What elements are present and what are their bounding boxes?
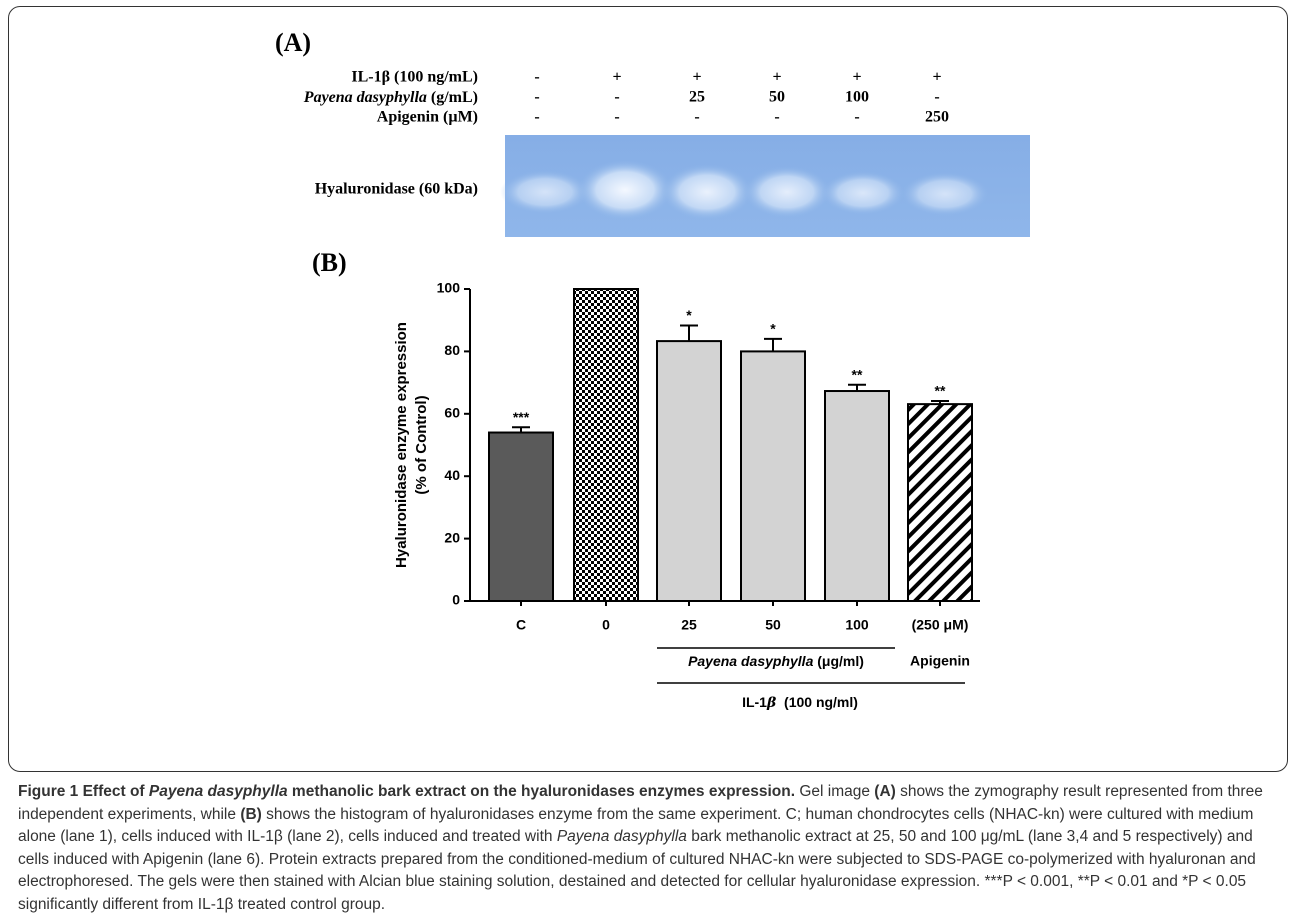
caption-text: Payena dasyphylla	[149, 783, 288, 800]
condition-cell: 25	[689, 89, 705, 106]
significance-label: *	[770, 321, 776, 337]
band-label: Hyaluronidase (60 kDa)	[315, 181, 478, 198]
condition-cell: -	[694, 109, 699, 126]
bar	[825, 391, 889, 601]
condition-cell: +	[612, 69, 621, 86]
group-label: Payena dasyphylla (μg/ml)	[688, 653, 864, 669]
bar	[489, 433, 553, 601]
y-tick-label: 40	[444, 467, 460, 483]
condition-cell: -	[534, 69, 539, 86]
x-tick-label: 25	[681, 617, 697, 633]
group-label: Apigenin	[910, 653, 970, 669]
condition-cell: -	[934, 89, 939, 106]
condition-cell: -	[614, 109, 619, 126]
condition-cell: -	[614, 89, 619, 106]
caption-text: Figure 1 Effect of	[18, 783, 149, 800]
significance-label: **	[852, 366, 863, 382]
condition-cell: +	[852, 69, 861, 86]
bar	[908, 404, 972, 601]
bar	[657, 341, 721, 601]
caption: Figure 1 Effect of Payena dasyphylla met…	[18, 781, 1280, 916]
x-tick-label: C	[516, 617, 526, 633]
significance-label: **	[935, 383, 946, 399]
group-label-unit: (μg/ml)	[813, 653, 864, 669]
caption-text: Payena dasyphylla	[557, 828, 687, 845]
x-tick-label: 50	[765, 617, 781, 633]
panel-label: (A)	[275, 28, 311, 57]
row-label: Apigenin (µM)	[377, 109, 478, 126]
y-tick-label: 60	[444, 405, 460, 421]
gel-band	[500, 170, 590, 214]
y-tick-label: 20	[444, 529, 460, 545]
condition-cell: +	[932, 69, 941, 86]
treatment-label: IL-1β (100 ng/ml)	[742, 694, 858, 711]
page: (A) IL-1β (100 ng/mL) Payena dasyphylla …	[0, 0, 1296, 917]
x-tick-label: 0	[602, 617, 610, 633]
gel-band	[661, 164, 753, 220]
condition-cell: -	[534, 89, 539, 106]
caption-text: (A)	[874, 783, 896, 800]
condition-cell: 100	[845, 89, 869, 106]
y-axis-label: Hyaluronidase enzyme expression	[393, 322, 410, 568]
y-tick-label: 80	[444, 342, 460, 358]
condition-cell: 250	[925, 109, 949, 126]
caption-text: (B)	[240, 806, 262, 823]
gel-band	[577, 160, 673, 220]
x-tick-label: 100	[845, 617, 869, 633]
treatment-label-part: IL-1	[742, 694, 767, 710]
gel-band	[901, 172, 989, 216]
gel-band	[743, 166, 831, 218]
caption-text: Gel image	[795, 783, 874, 800]
row-label: Payena dasyphylla (g/mL)	[303, 89, 478, 106]
row-label-italic: Payena dasyphylla	[303, 89, 427, 106]
group-label-italic: Payena dasyphylla	[688, 653, 814, 669]
treatment-label-part: (100 ng/ml)	[776, 694, 858, 710]
x-tick-label: (250 μM)	[912, 617, 969, 633]
condition-cell: -	[854, 109, 859, 126]
row-label: IL-1β (100 ng/mL)	[351, 69, 478, 86]
figure: (A) IL-1β (100 ng/mL) Payena dasyphylla …	[0, 0, 1296, 780]
bar	[574, 289, 638, 601]
y-tick-label: 100	[437, 280, 461, 296]
y-tick-label: 0	[452, 592, 460, 608]
condition-cell: +	[692, 69, 701, 86]
caption-text: methanolic bark extract on the hyaluroni…	[288, 783, 795, 800]
condition-cell: +	[772, 69, 781, 86]
condition-cell: -	[534, 109, 539, 126]
gel-panel: (A) IL-1β (100 ng/mL) Payena dasyphylla …	[275, 28, 1030, 237]
bar	[741, 351, 805, 601]
condition-cell: -	[774, 109, 779, 126]
significance-label: ***	[513, 409, 530, 425]
bar-chart: (B) Hyaluronidase enzyme expression (% o…	[312, 248, 980, 711]
y-axis-label: (% of Control)	[413, 395, 430, 494]
row-label-unit: (g/mL)	[427, 89, 478, 106]
significance-label: *	[686, 307, 692, 323]
gel-band	[821, 171, 905, 215]
condition-cell: 50	[769, 89, 785, 106]
panel-label: (B)	[312, 248, 347, 277]
